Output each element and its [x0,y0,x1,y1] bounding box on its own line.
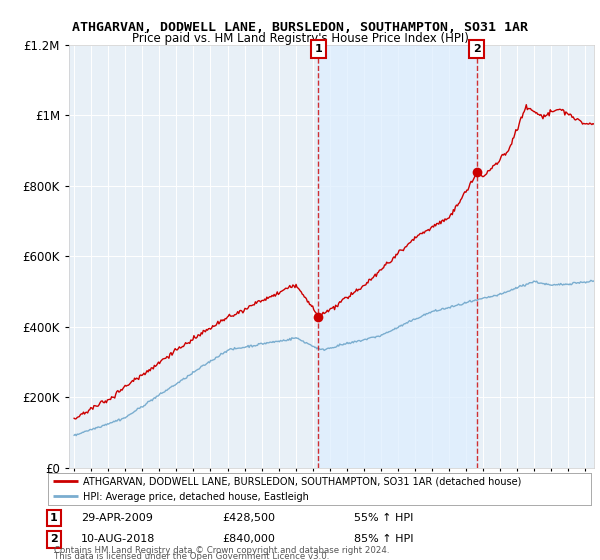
Text: 1: 1 [50,513,58,523]
Text: 55% ↑ HPI: 55% ↑ HPI [354,513,413,523]
Bar [319,45,476,468]
Text: 1: 1 [314,44,322,54]
Text: 2: 2 [50,534,58,544]
Text: £840,000: £840,000 [222,534,275,544]
Text: ATHGARVAN, DODWELL LANE, BURSLEDON, SOUTHAMPTON, SO31 1AR: ATHGARVAN, DODWELL LANE, BURSLEDON, SOUT… [72,21,528,34]
Text: HPI: Average price, detached house, Eastleigh: HPI: Average price, detached house, East… [83,492,309,502]
Text: Contains HM Land Registry data © Crown copyright and database right 2024.: Contains HM Land Registry data © Crown c… [54,545,389,555]
Text: Price paid vs. HM Land Registry's House Price Index (HPI): Price paid vs. HM Land Registry's House … [131,32,469,45]
Text: 29-APR-2009: 29-APR-2009 [81,513,153,523]
Text: 85% ↑ HPI: 85% ↑ HPI [354,534,413,544]
Text: ATHGARVAN, DODWELL LANE, BURSLEDON, SOUTHAMPTON, SO31 1AR (detached house): ATHGARVAN, DODWELL LANE, BURSLEDON, SOUT… [83,477,521,487]
Text: This data is licensed under the Open Government Licence v3.0.: This data is licensed under the Open Gov… [54,552,329,560]
Text: 10-AUG-2018: 10-AUG-2018 [81,534,155,544]
Text: £428,500: £428,500 [222,513,275,523]
Text: 2: 2 [473,44,481,54]
